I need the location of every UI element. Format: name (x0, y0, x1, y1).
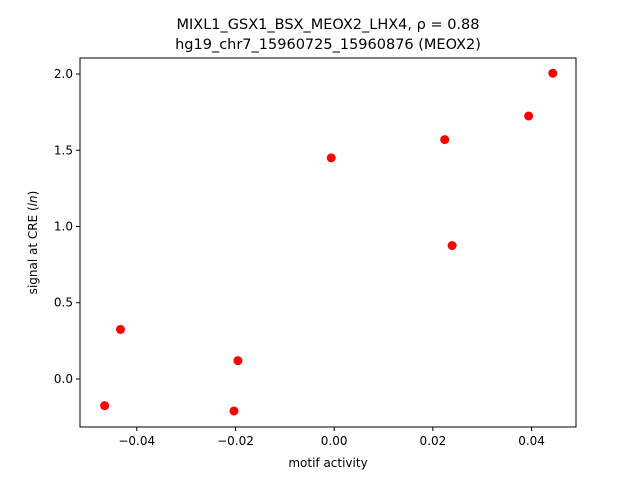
y-tick-label: 1.5 (54, 143, 73, 157)
x-tick-label: −0.02 (217, 434, 254, 448)
y-tick-label: 0.5 (54, 296, 73, 310)
data-point (524, 111, 534, 121)
data-point (233, 356, 243, 366)
y-tick-label: 1.0 (54, 219, 73, 233)
data-points (100, 68, 558, 416)
data-point (440, 135, 450, 145)
x-tick-label: 0.00 (321, 434, 348, 448)
y-axis-label-suffix: ) (26, 191, 40, 196)
data-point (229, 406, 239, 416)
x-tick-label: −0.04 (118, 434, 155, 448)
x-axis-label: motif activity (288, 456, 367, 470)
y-tick-label: 2.0 (54, 67, 73, 81)
data-point (447, 241, 457, 251)
data-point (326, 153, 336, 163)
data-point (100, 401, 110, 411)
y-tick-label: 0.0 (54, 372, 73, 386)
data-point (548, 68, 558, 78)
chart-title-line1: MIXL1_GSX1_BSX_MEOX2_LHX4, ρ = 0.88 (177, 17, 480, 33)
plot-frame (79, 57, 577, 428)
x-tick-label: 0.04 (518, 434, 545, 448)
y-axis-label-prefix: signal at CRE ( (26, 206, 40, 294)
axis-ticks: −0.04 −0.02 0.00 0.02 0.04 0.0 0.5 1.0 1.5 2.0 (54, 67, 545, 448)
chart-title-line2: hg19_chr7_15960725_15960876 (MEOX2) (175, 37, 481, 53)
data-point (115, 324, 125, 334)
y-axis-label-italic: ln (26, 195, 40, 206)
y-axis-label: signal at CRE (ln) (26, 191, 40, 295)
x-tick-label: 0.02 (420, 434, 447, 448)
